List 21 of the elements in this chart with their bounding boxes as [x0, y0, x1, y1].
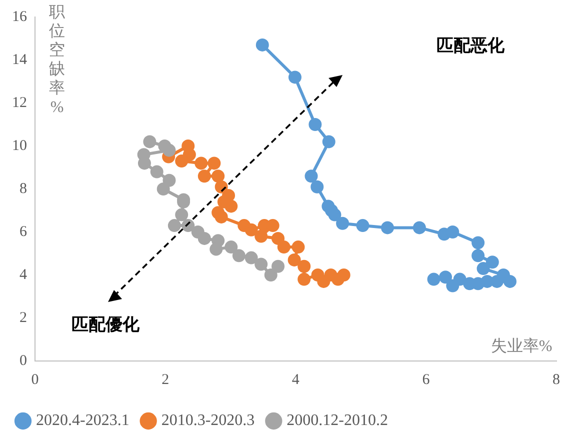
- y-tick-label: 16: [12, 8, 28, 25]
- legend-label: 2000.12-2010.2: [286, 412, 388, 430]
- x-axis-title: 失业率%: [490, 337, 552, 356]
- y-tick-label: 12: [12, 94, 27, 111]
- y-tick-label: 6: [20, 224, 28, 240]
- y-tick-label: 8: [20, 180, 27, 197]
- x-tick-label: 0: [31, 372, 39, 388]
- x-tick-label: 6: [422, 372, 430, 388]
- x-tick-label: 2: [162, 372, 170, 388]
- y-tick-label: 2: [20, 310, 27, 326]
- y-tick-label: 4: [20, 266, 28, 283]
- legend-label: 2020.4-2023.1: [36, 412, 130, 430]
- x-tick-label: 4: [292, 372, 300, 388]
- x-tick-label: 8: [552, 372, 560, 388]
- y-tick-label: 10: [12, 138, 27, 154]
- legend-label: 2010.3-2020.3: [161, 412, 255, 430]
- y-axis-title: 职位空缺率%: [49, 4, 65, 116]
- y-tick-label: 0: [20, 352, 27, 369]
- annotation: 匹配優化: [71, 314, 140, 336]
- annotation: 匹配恶化: [436, 35, 504, 58]
- y-tick-label: 14: [12, 52, 28, 68]
